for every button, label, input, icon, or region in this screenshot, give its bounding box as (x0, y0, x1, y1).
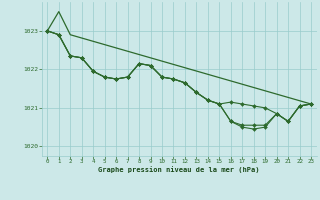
X-axis label: Graphe pression niveau de la mer (hPa): Graphe pression niveau de la mer (hPa) (99, 166, 260, 173)
